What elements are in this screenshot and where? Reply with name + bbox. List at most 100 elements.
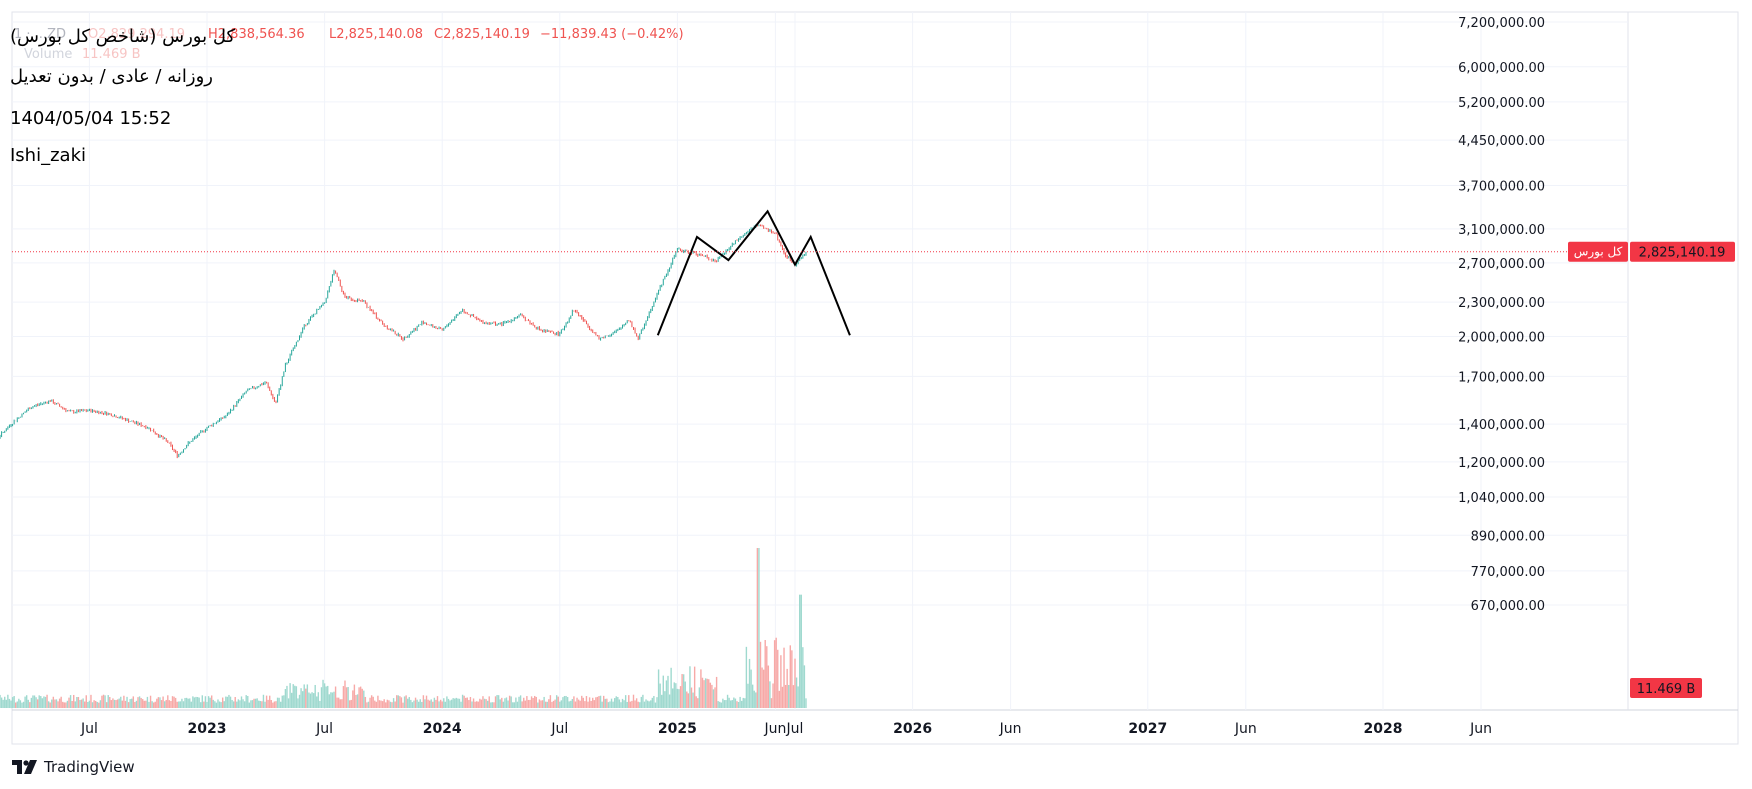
volume-bar <box>286 685 288 708</box>
volume-bar <box>529 699 531 708</box>
volume-bar <box>178 701 180 708</box>
volume-bar <box>308 692 310 708</box>
tradingview-logo[interactable]: TradingView <box>12 758 135 776</box>
volume-bar <box>101 695 103 708</box>
volume-bar <box>585 696 588 708</box>
volume-bar <box>270 700 272 708</box>
volume-bar <box>331 692 334 708</box>
volume-bar <box>618 699 621 708</box>
volume-bar <box>797 686 799 708</box>
volume-bar <box>458 698 461 708</box>
volume-bar <box>610 698 613 708</box>
volume-bar <box>758 548 760 708</box>
volume-bar <box>496 694 498 708</box>
volume-bar <box>367 701 370 708</box>
volume-bar <box>91 702 94 708</box>
volume-bar <box>709 682 712 708</box>
price-tick-label: 670,000.00 <box>1471 599 1545 614</box>
volume-bar <box>422 695 425 708</box>
volume-bar <box>33 695 36 708</box>
volume-bar <box>290 692 293 708</box>
volume-bar <box>15 702 17 708</box>
volume-bar <box>671 688 674 708</box>
time-axis[interactable]: Jul 2023 Jul 2024 Jul 2025 Jun Jul 2026 Jun 2027 Ju… <box>80 721 1492 737</box>
volume-bar <box>678 689 680 708</box>
volume-bar <box>513 702 516 708</box>
volume-bar <box>356 694 359 708</box>
volume-bar <box>791 650 793 708</box>
volume-bar <box>648 701 650 708</box>
volume-bar <box>421 701 423 708</box>
volume-bar <box>584 701 586 708</box>
volume-bar <box>179 701 182 708</box>
volume-bar <box>32 695 34 708</box>
volume-bar <box>2 699 4 708</box>
volume-bar <box>477 701 479 708</box>
volume-bar <box>430 699 432 708</box>
volume-bar <box>341 699 343 708</box>
volume-bar <box>228 694 230 708</box>
volume-bars <box>0 548 807 708</box>
volume-bar <box>504 698 506 708</box>
volume-bar <box>516 701 519 708</box>
volume-bar <box>295 686 298 708</box>
volume-bar <box>347 686 349 708</box>
volume-bar <box>120 696 122 708</box>
volume-bar <box>174 697 177 708</box>
volume-bar <box>145 700 147 708</box>
volume-bar <box>4 696 6 708</box>
volume-bar <box>562 697 564 708</box>
price-axis[interactable]: 7,200,000.00 6,000,000.00 5,200,000.00 4,45… <box>1458 16 1735 698</box>
volume-bar <box>667 675 669 708</box>
volume-bar <box>168 700 171 708</box>
time-tick-label: Jul <box>786 721 804 737</box>
volume-bar <box>71 700 73 708</box>
volume-bar <box>703 680 705 708</box>
volume-bar <box>675 683 677 708</box>
volume-bar <box>394 701 396 708</box>
volume-bar <box>700 669 702 708</box>
volume-bar <box>502 701 505 708</box>
volume-bar <box>190 701 193 708</box>
volume-bar <box>447 698 450 708</box>
volume-bar <box>397 695 399 708</box>
volume-bar <box>441 701 443 708</box>
volume-bar <box>711 684 713 708</box>
volume-bar <box>74 701 76 708</box>
pattern-drawing[interactable] <box>656 209 851 336</box>
volume-bar <box>181 698 183 708</box>
volume-bar <box>198 697 200 708</box>
time-tick-label: Jul <box>550 721 568 737</box>
volume-bar <box>557 696 559 708</box>
time-tick-label: 2028 <box>1364 721 1403 737</box>
volume-bar <box>245 695 247 708</box>
volume-bar <box>344 680 346 708</box>
volume-bar <box>262 694 265 708</box>
volume-bar <box>706 678 708 708</box>
volume-bar <box>579 700 581 708</box>
volume-bar <box>598 696 600 708</box>
volume-bar <box>497 695 500 708</box>
volume-bar <box>364 696 367 708</box>
price-tick-label: 1,400,000.00 <box>1458 418 1545 433</box>
time-tick-label: 2026 <box>893 721 932 737</box>
volume-bar <box>294 685 296 708</box>
volume-bar <box>491 702 494 708</box>
volume-bar <box>654 702 657 708</box>
volume-bar <box>399 696 401 708</box>
volume-bar <box>51 699 53 708</box>
volume-bar <box>740 700 743 708</box>
volume-bar <box>118 698 120 708</box>
volume-bar <box>19 700 22 708</box>
volume-bar <box>94 700 97 708</box>
volume-bar <box>374 700 376 708</box>
volume-bar <box>151 701 153 708</box>
volume-bar <box>225 696 227 708</box>
volume-bar <box>400 697 403 708</box>
volume-bar <box>725 700 727 708</box>
time-tick-label: Jun <box>999 721 1022 737</box>
volume-bar <box>612 701 614 708</box>
grid <box>12 12 1628 710</box>
volume-bar <box>526 696 528 708</box>
